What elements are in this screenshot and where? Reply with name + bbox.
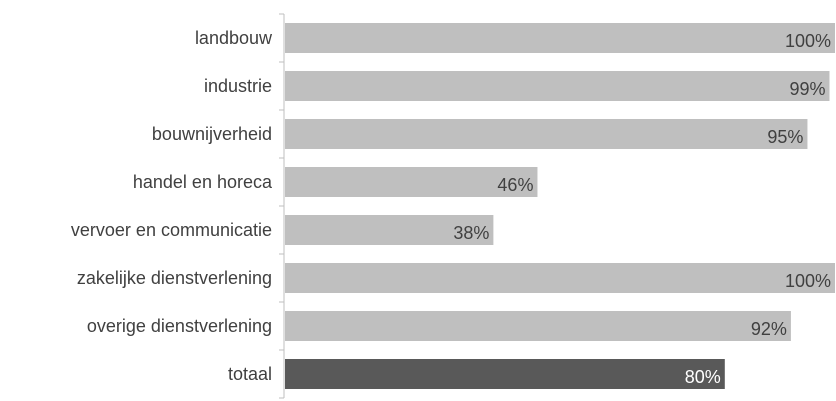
category-label: zakelijke dienstverlening xyxy=(77,268,272,288)
bar-5 xyxy=(285,263,835,293)
bar-6 xyxy=(285,311,791,341)
bar-1 xyxy=(285,71,830,101)
data-label: 100% xyxy=(785,271,831,291)
category-label: handel en horeca xyxy=(133,172,273,192)
bar-4 xyxy=(285,215,494,245)
data-label: 92% xyxy=(751,319,787,339)
category-label: overige dienstverlening xyxy=(87,316,272,336)
category-label: landbouw xyxy=(195,28,273,48)
data-label: 46% xyxy=(497,175,533,195)
bar-3 xyxy=(285,167,538,197)
bar-2 xyxy=(285,119,808,149)
category-label: totaal xyxy=(228,364,272,384)
data-label: 95% xyxy=(767,127,803,147)
category-label: vervoer en communicatie xyxy=(71,220,272,240)
data-label: 99% xyxy=(789,79,825,99)
category-label: bouwnijverheid xyxy=(152,124,272,144)
data-label: 80% xyxy=(685,367,721,387)
data-label: 38% xyxy=(453,223,489,243)
bar-0 xyxy=(285,23,835,53)
category-label: industrie xyxy=(204,76,272,96)
bar-7 xyxy=(285,359,725,389)
data-label: 100% xyxy=(785,31,831,51)
